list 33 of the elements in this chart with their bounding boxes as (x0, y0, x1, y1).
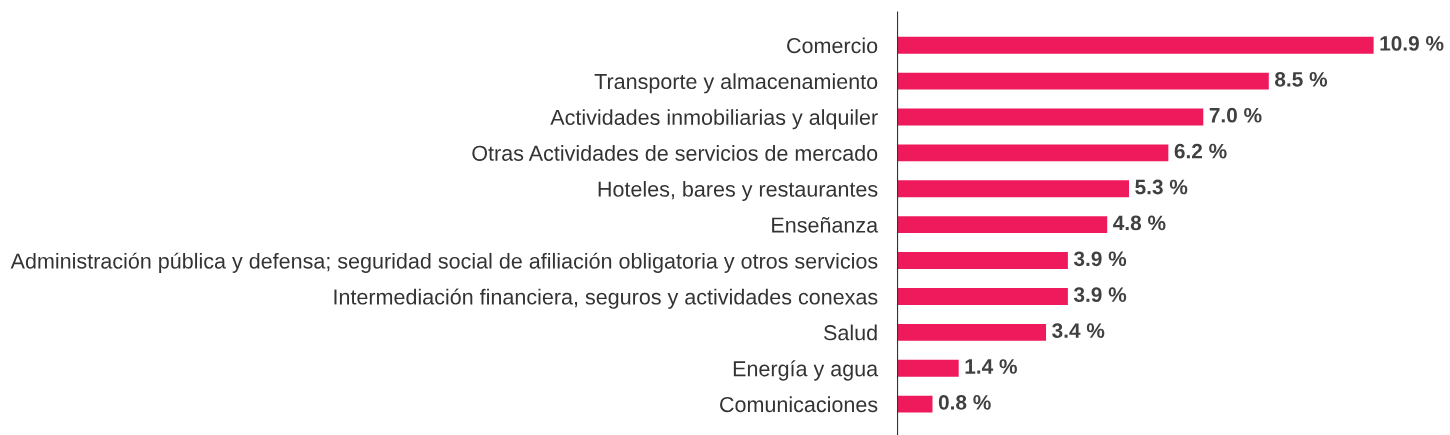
bar (897, 216, 1108, 234)
y-tick-label: Transporte y almacenamiento (594, 73, 878, 94)
y-tick-label: Energía y agua (733, 360, 879, 381)
bar (897, 323, 1047, 341)
y-tick-label: Otras Actividades de servicios de mercado (472, 145, 878, 161)
y-tick-label: Administración pública y defensa; seguridad social de afiliación obligatoria y otros servicios (10, 252, 878, 273)
bar (897, 108, 1204, 126)
bar (897, 144, 1169, 162)
y-tick-label: Comercio (787, 37, 878, 54)
y-tick-label: Comunicaciones (720, 396, 878, 413)
data-label: 10.9 % (1380, 36, 1444, 51)
data-label: 6.2 % (1174, 143, 1227, 159)
y-tick-label: Hoteles, bares y restaurantes (598, 180, 878, 202)
bar (897, 359, 959, 377)
data-label: 3.9 % (1073, 251, 1127, 267)
bar (897, 36, 1374, 54)
data-label: 1.4 % (965, 359, 1017, 374)
bar (897, 180, 1130, 198)
data-label: 8.5 % (1275, 71, 1328, 87)
bar (897, 395, 933, 413)
data-label: 3.4 % (1052, 323, 1105, 338)
data-label: 3.9 % (1073, 287, 1127, 303)
y-tick-label: Intermediación financiera, seguros y actividades conexas (334, 288, 878, 309)
bar (897, 72, 1269, 90)
data-label: 7.0 % (1209, 107, 1262, 123)
data-label: 4.8 % (1113, 215, 1166, 231)
y-tick-label: Actividades inmobiliarias y alquiler (550, 109, 878, 130)
data-label: 0.8 % (938, 394, 991, 410)
bar (897, 252, 1068, 269)
y-tick-label: Salud (824, 324, 877, 341)
y-tick-label: Enseñanza (772, 217, 879, 233)
data-label: 5.3 % (1135, 179, 1188, 195)
bar (897, 288, 1068, 305)
